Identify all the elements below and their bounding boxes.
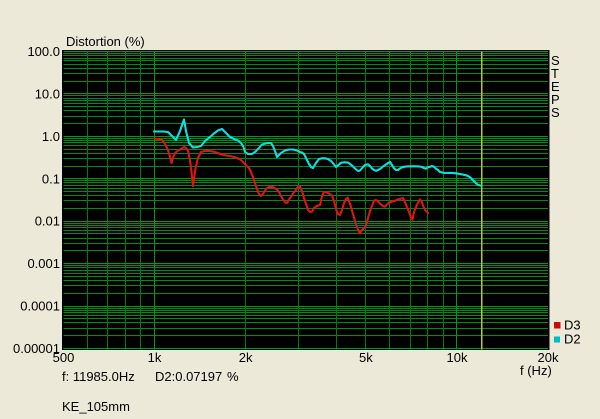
svg-text:100.0: 100.0 [27, 44, 60, 59]
svg-text:f (Hz): f (Hz) [520, 363, 552, 378]
svg-text:D3: D3 [564, 318, 581, 333]
svg-text:D2: D2 [564, 332, 581, 347]
svg-text:%: % [227, 369, 239, 384]
svg-text:P: P [551, 92, 560, 107]
svg-text:T: T [551, 66, 559, 81]
svg-text:0.01: 0.01 [35, 214, 60, 229]
svg-text:10k: 10k [447, 350, 468, 365]
svg-text:1.0: 1.0 [42, 129, 60, 144]
svg-text:0.00001: 0.00001 [13, 341, 60, 356]
svg-text:D2:0.07197: D2:0.07197 [155, 369, 222, 384]
svg-text:f: 11985.0Hz: f: 11985.0Hz [62, 369, 135, 384]
svg-text:S: S [551, 105, 560, 120]
svg-text:500: 500 [53, 350, 75, 365]
svg-text:Distortion (%): Distortion (%) [66, 34, 145, 49]
svg-text:E: E [551, 79, 560, 94]
svg-text:1k: 1k [148, 350, 162, 365]
svg-text:2k: 2k [239, 350, 253, 365]
svg-text:0.001: 0.001 [27, 256, 60, 271]
svg-text:20k: 20k [538, 350, 559, 365]
svg-text:KE_105mm: KE_105mm [62, 399, 130, 414]
svg-text:0.1: 0.1 [42, 171, 60, 186]
svg-text:S: S [551, 53, 560, 68]
svg-text:10.0: 10.0 [35, 86, 60, 101]
svg-text:0.0001: 0.0001 [20, 299, 60, 314]
svg-text:5k: 5k [359, 350, 373, 365]
